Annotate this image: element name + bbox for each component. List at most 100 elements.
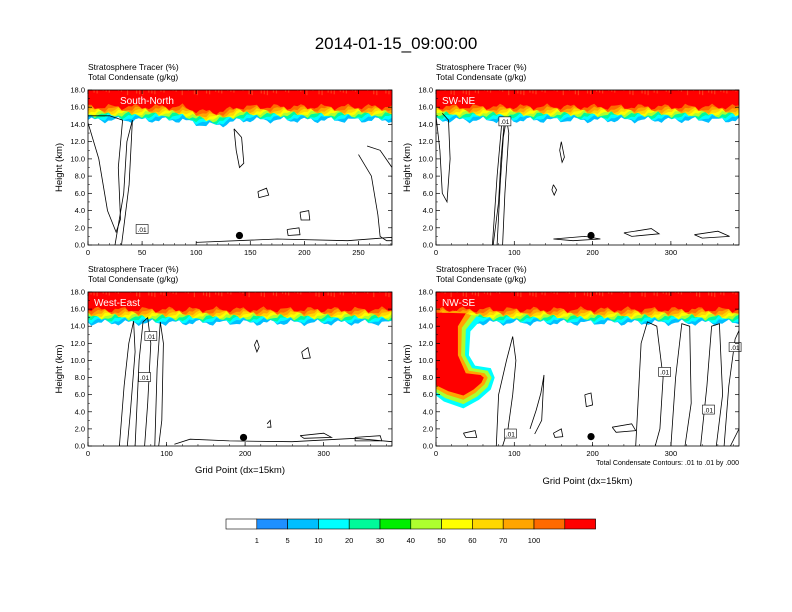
y-axis-label: Height (km) [54,344,65,393]
y-tick-label: 8.0 [423,172,433,181]
figure-title: 2014-01-15_09:00:00 [315,34,478,53]
panel-subtitle: Stratosphere Tracer (%) [436,62,527,72]
contour-label-box [144,331,158,341]
x-tick-label: 100 [160,449,173,458]
x-tick-label: 100 [508,248,521,257]
y-tick-label: 18.0 [418,86,433,95]
condensate-contour [88,115,124,234]
x-tick-label: 0 [86,449,90,458]
colorbar-label: 20 [345,536,353,545]
y-tick-label: 14.0 [418,120,433,129]
colorbar-label: 50 [437,536,445,545]
colorbar-swatch [410,518,442,530]
y-tick-label: 2.0 [423,223,433,232]
y-tick-label: 18.0 [418,288,433,297]
panel-label: SW-NE [442,96,475,107]
panel-label: South-North [120,96,174,107]
contour-label: .01 [704,407,713,414]
contour-label: .01 [500,119,509,126]
condensate-contour [529,374,545,435]
condensate-contour [257,187,270,199]
colorbar-swatch [502,518,535,530]
contour-label-box [138,372,151,382]
x-tick-label: 300 [665,248,678,257]
condensate-contour [299,210,311,221]
condensate-contour [495,336,517,446]
plot-area [436,90,739,245]
x-tick-label: 0 [434,248,438,257]
plot-area [88,90,392,245]
contour-label-box [498,116,512,127]
y-tick-label: 16.0 [70,305,85,314]
y-tick-label: 0.0 [423,241,433,250]
contour-label: .01 [140,375,149,382]
y-tick-label: 10.0 [70,154,85,163]
condensate-contour [723,330,739,446]
y-tick-label: 18.0 [70,86,85,95]
y-tick-label: 8.0 [75,373,85,382]
x-tick-label: 150 [244,248,257,257]
colorbar-label: 40 [407,536,415,545]
y-tick-label: 14.0 [70,322,85,331]
colorbar-label: 100 [528,536,541,545]
panel-3: Stratosphere Tracer (%)Total Condensate … [54,264,393,476]
contour-note: Total Condensate Contours: .01 to .01 by… [596,460,739,467]
contour-label: .01 [660,370,669,377]
condensate-contour [114,120,133,245]
y-tick-label: 4.0 [423,206,433,215]
condensate-contour [553,235,601,242]
tracer-band [88,90,392,115]
y-tick-label: 2.0 [75,424,85,433]
y-tick-label: 10.0 [418,356,433,365]
y-tick-label: 16.0 [418,103,433,112]
y-tick-label: 10.0 [70,356,85,365]
panel-label: NW-SE [442,298,475,309]
contour-label-box [702,404,715,415]
location-marker [239,433,248,442]
y-tick-label: 8.0 [423,373,433,382]
y-tick-label: 6.0 [75,189,85,198]
y-tick-label: 2.0 [423,424,433,433]
y-tick-label: 12.0 [418,137,433,146]
condensate-contour [623,228,661,237]
y-tick-label: 4.0 [75,206,85,215]
condensate-contour [301,346,311,360]
x-tick-label: 250 [352,248,365,257]
colorbar-label: 5 [286,536,290,545]
x-tick-label: 100 [508,449,521,458]
y-axis-label: Height (km) [402,344,413,393]
location-marker [587,231,595,240]
contour-label: .01 [506,431,515,438]
x-tick-label: 100 [190,248,203,257]
panel-label: West-East [94,298,140,309]
colorbar-swatch [318,518,350,530]
panel-subtitle: Total Condensate (g/kg) [88,274,178,284]
x-tick-label: 200 [298,248,311,257]
colorbar-swatch [379,518,412,530]
condensate-contour [154,321,164,446]
condensate-contour [354,435,383,442]
location-marker [235,231,244,240]
y-tick-label: 12.0 [70,339,85,348]
y-tick-label: 4.0 [75,407,85,416]
panel-subtitle: Total Condensate (g/kg) [436,274,526,284]
y-tick-label: 6.0 [423,189,433,198]
y-tick-label: 0.0 [423,442,433,451]
condensate-contour [134,316,152,446]
y-tick-label: 6.0 [75,390,85,399]
colorbar-label: 10 [314,536,322,545]
tracer-band [88,292,392,313]
x-tick-label: 0 [86,248,90,257]
colorbar-swatch [472,518,504,530]
condensate-contour [299,432,333,439]
colorbar-label: 60 [468,536,476,545]
x-tick-label: 50 [138,248,146,257]
y-tick-label: 2.0 [75,223,85,232]
condensate-contour [700,323,724,446]
condensate-contour [233,128,245,169]
y-tick-label: 0.0 [75,241,85,250]
condensate-contour [694,230,730,239]
x-tick-label: 200 [586,248,599,257]
y-tick-label: 10.0 [418,154,433,163]
